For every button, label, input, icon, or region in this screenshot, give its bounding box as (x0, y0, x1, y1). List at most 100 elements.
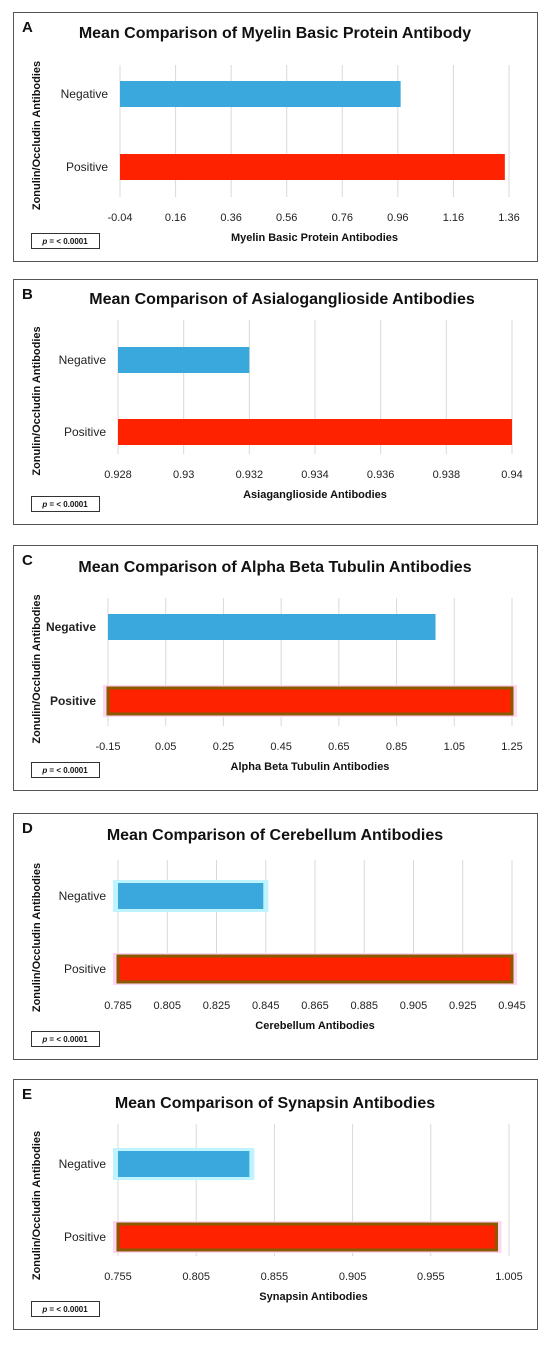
category-label: Negative (59, 889, 107, 903)
p-value-text: p = < 0.0001 (41, 500, 88, 509)
category-label: Positive (50, 694, 96, 708)
category-label: Negative (61, 87, 109, 101)
x-tick-label: 0.905 (339, 1271, 367, 1283)
x-tick-label: 0.93 (173, 469, 194, 481)
panel-frame (13, 1079, 538, 1330)
p-symbol: p (41, 1035, 47, 1044)
x-tick-label: 1.005 (495, 1271, 523, 1283)
p-value-text: p = < 0.0001 (41, 1035, 88, 1044)
x-tick-label: 0.934 (301, 469, 329, 481)
bar-outline (106, 686, 514, 716)
y-axis-title: Zonulin/Occludin Antibodies (31, 1131, 43, 1280)
p-value-box (31, 762, 100, 778)
x-tick-label: 0.938 (433, 469, 461, 481)
p-value-text: p = < 0.0001 (41, 1305, 88, 1314)
x-tick-label: 0.36 (220, 212, 241, 224)
x-tick-label: 0.05 (155, 741, 176, 753)
x-tick-label: 0.865 (301, 1000, 329, 1012)
x-tick-label: 0.755 (104, 1271, 132, 1283)
bar-negative (108, 614, 436, 640)
panel-frame (13, 279, 538, 525)
chart-title: Mean Comparison of Synapsin Antibodies (115, 1095, 435, 1112)
x-tick-label: 0.76 (332, 212, 353, 224)
x-tick-label: 0.56 (276, 212, 297, 224)
p-symbol: p (41, 1305, 47, 1314)
x-tick-label: 1.36 (498, 212, 519, 224)
x-tick-label: 0.825 (203, 1000, 231, 1012)
x-tick-label: 0.85 (386, 741, 407, 753)
p-value-text: p = < 0.0001 (41, 237, 88, 246)
bar-positive (120, 154, 505, 180)
x-tick-label: 0.945 (498, 1000, 526, 1012)
p-value: = < 0.0001 (47, 237, 88, 246)
p-value-box (31, 1301, 100, 1317)
bar-negative (118, 883, 264, 909)
category-label: Positive (66, 160, 108, 174)
x-tick-label: 0.45 (270, 741, 291, 753)
x-tick-label: -0.15 (95, 741, 120, 753)
x-tick-label: 0.885 (350, 1000, 378, 1012)
chart-title: Mean Comparison of Cerebellum Antibodies (107, 827, 443, 844)
category-label: Negative (46, 620, 96, 634)
x-tick-label: 0.928 (104, 469, 132, 481)
chart-title: Mean Comparison of Asialoganglioside Ant… (89, 291, 475, 308)
x-tick-label: 0.932 (236, 469, 264, 481)
category-label: Negative (59, 1157, 107, 1171)
bar-positive (118, 956, 512, 982)
bar-negative (120, 81, 401, 107)
x-tick-label: 0.936 (367, 469, 395, 481)
p-value: = < 0.0001 (47, 766, 88, 775)
p-symbol: p (41, 237, 47, 246)
bar-positive (118, 1224, 497, 1250)
panel-e: E Mean Comparison of Synapsin Antibodies 0… (13, 1079, 538, 1330)
bar-positive (108, 688, 512, 714)
x-tick-label: 0.955 (417, 1271, 445, 1283)
bar-negative (118, 347, 250, 373)
y-axis-title: Zonulin/Occludin Antibodies (31, 594, 43, 743)
panel-letter: C (22, 552, 33, 569)
category-label: Positive (64, 962, 106, 976)
category-label: Positive (64, 1230, 106, 1244)
x-axis-title: Cerebellum Antibodies (255, 1020, 374, 1032)
panel-letter: B (22, 286, 33, 303)
x-axis-title: Myelin Basic Protein Antibodies (231, 232, 398, 244)
bar-negative (118, 1151, 250, 1177)
x-tick-label: 1.25 (501, 741, 522, 753)
panel-letter: D (22, 820, 33, 837)
panel-b: B Mean Comparison of Asialoganglioside An… (13, 279, 538, 525)
p-value-text: p = < 0.0001 (41, 766, 88, 775)
x-tick-label: 0.855 (261, 1271, 289, 1283)
x-tick-label: 0.16 (165, 212, 186, 224)
p-symbol: p (41, 766, 47, 775)
p-value-box (31, 233, 100, 249)
x-axis-title: Alpha Beta Tubulin Antibodies (231, 761, 390, 773)
panel-letter: E (22, 1086, 32, 1103)
x-tick-label: 0.94 (501, 469, 522, 481)
chart-title: Mean Comparison of Alpha Beta Tubulin An… (78, 559, 471, 576)
panel-c: C Mean Comparison of Alpha Beta Tubulin A… (13, 545, 538, 791)
panel-frame (13, 12, 538, 262)
p-value: = < 0.0001 (47, 500, 88, 509)
category-label: Negative (59, 353, 107, 367)
x-tick-label: 0.785 (104, 1000, 132, 1012)
panel-a: A Mean Comparison of Myelin Basic Protein… (13, 12, 538, 262)
x-tick-label: 0.25 (213, 741, 234, 753)
x-tick-label: -0.04 (107, 212, 132, 224)
chart-title: Mean Comparison of Myelin Basic Protein … (79, 25, 471, 42)
x-axis-title: Synapsin Antibodies (259, 1291, 367, 1303)
x-tick-label: 1.05 (444, 741, 465, 753)
x-tick-label: 0.925 (449, 1000, 477, 1012)
p-value: = < 0.0001 (47, 1035, 88, 1044)
x-tick-label: 0.65 (328, 741, 349, 753)
p-value-box (31, 496, 100, 512)
y-axis-title: Zonulin/Occludin Antibodies (31, 61, 43, 210)
y-axis-title: Zonulin/Occludin Antibodies (31, 326, 43, 475)
x-tick-label: 0.805 (153, 1000, 181, 1012)
category-label: Positive (64, 425, 106, 439)
p-value: = < 0.0001 (47, 1305, 88, 1314)
panel-frame (13, 813, 538, 1060)
panel-frame (13, 545, 538, 791)
x-tick-label: 1.16 (443, 212, 464, 224)
x-tick-label: 0.905 (400, 1000, 428, 1012)
